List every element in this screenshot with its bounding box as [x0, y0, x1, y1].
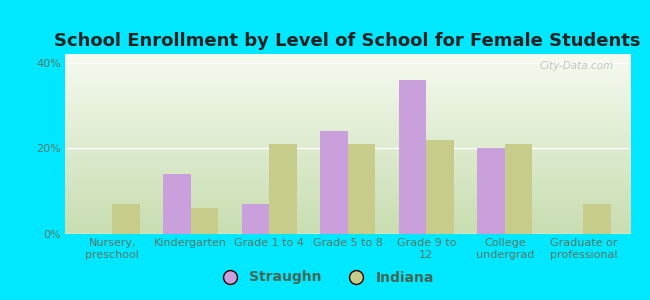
Bar: [584, 204, 611, 234]
Bar: [426, 140, 454, 234]
Bar: [163, 174, 190, 234]
Bar: [477, 148, 505, 234]
Text: City-Data.com: City-Data.com: [540, 61, 614, 71]
Bar: [190, 208, 218, 234]
Title: School Enrollment by Level of School for Female Students: School Enrollment by Level of School for…: [55, 32, 641, 50]
Legend: Straughn, Indiana: Straughn, Indiana: [210, 265, 440, 290]
Bar: [320, 131, 348, 234]
Bar: [112, 204, 140, 234]
Bar: [399, 80, 426, 234]
Bar: [348, 144, 375, 234]
Bar: [505, 144, 532, 234]
Bar: [269, 144, 296, 234]
Bar: [242, 204, 269, 234]
